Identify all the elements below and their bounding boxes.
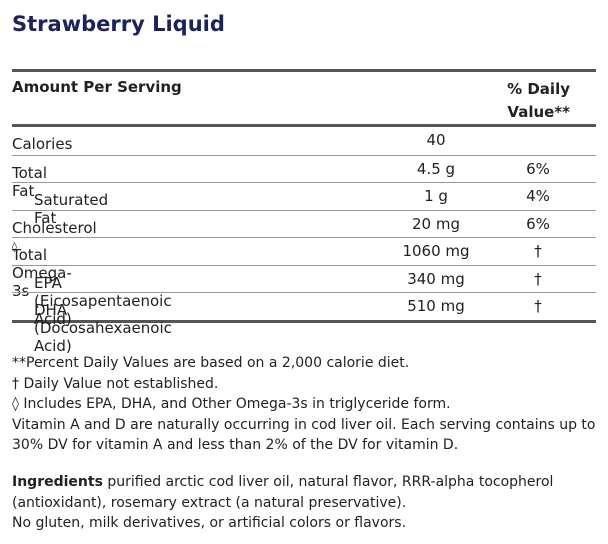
amount: 20 mg [412, 214, 460, 233]
ingredients: Ingredients purified arctic cod liver oi… [12, 472, 600, 534]
daily-value: † [534, 297, 542, 315]
ingredients-line: Ingredients purified arctic cod liver oi… [12, 472, 600, 513]
table-row: Total Omega-3s ◊ 1060 mg † [12, 237, 596, 300]
table-row: DHA (Docosahexaenoic Acid) 510 mg † [12, 292, 596, 355]
amount: 1 g [424, 187, 448, 205]
footnotes: **Percent Daily Values are based on a 2,… [12, 353, 600, 456]
nutrition-table: Amount Per Serving % Daily Value** Calor… [12, 69, 596, 355]
nutrient-label: Calories [12, 135, 73, 153]
table-row: Cholesterol 20 mg 6% [12, 209, 596, 238]
footnote: † Daily Value not established. [12, 375, 219, 392]
table-row: Calories 40 [12, 127, 596, 155]
footnote: Vitamin A and D are naturally occurring … [12, 416, 596, 454]
header-daily-value: % Daily Value** [507, 80, 570, 121]
nutrient-label: Total Omega-3s [12, 246, 72, 300]
daily-value: 6% [526, 159, 550, 178]
nutrient-label: Total Fat [12, 163, 48, 200]
note-mark: ◊ [12, 242, 17, 253]
ingredients-text: purified arctic cod liver oil, natural f… [12, 474, 554, 511]
table-row: Total Fat 4.5 g 6% [12, 154, 596, 200]
table-body: Calories 40 Total Fat 4.5 g 6% Saturated Fat 1… [12, 127, 596, 355]
ingredients-note: No gluten, milk derivatives, or artifici… [12, 515, 407, 531]
amount: 340 mg [407, 269, 465, 288]
amount: 40 [426, 131, 446, 149]
amount: 4.5 g [416, 159, 456, 178]
nutrient-label: Cholesterol [12, 218, 97, 237]
table-row: EPA (Eicosapentaenoic Acid) 340 mg † [12, 264, 596, 328]
nutrient-label: EPA (Eicosapentaenoic Acid) [34, 273, 172, 328]
amount: 510 mg [407, 297, 465, 315]
nutrient-name: Total Omega-3s ◊ [12, 242, 72, 300]
header-amount: Amount Per Serving [12, 78, 182, 96]
ingredients-label: Ingredients [12, 474, 103, 490]
daily-value: † [534, 242, 542, 260]
nutrient-label: Saturated Fat [34, 191, 109, 227]
daily-value: 6% [526, 214, 550, 233]
footnote: ◊ Includes EPA, DHA, and Other Omega-3s … [12, 396, 451, 412]
footnote: **Percent Daily Values are based on a 2,… [12, 355, 410, 371]
daily-value: † [534, 269, 542, 288]
table-row: Saturated Fat 1 g 4% [12, 182, 596, 227]
table-header: Amount Per Serving % Daily Value** [12, 72, 596, 127]
title: Strawberry Liquid [12, 12, 225, 36]
nutrient-label: DHA (Docosahexaenoic Acid) [34, 301, 172, 355]
daily-value: 4% [526, 187, 550, 205]
amount: 1060 mg [402, 242, 470, 260]
